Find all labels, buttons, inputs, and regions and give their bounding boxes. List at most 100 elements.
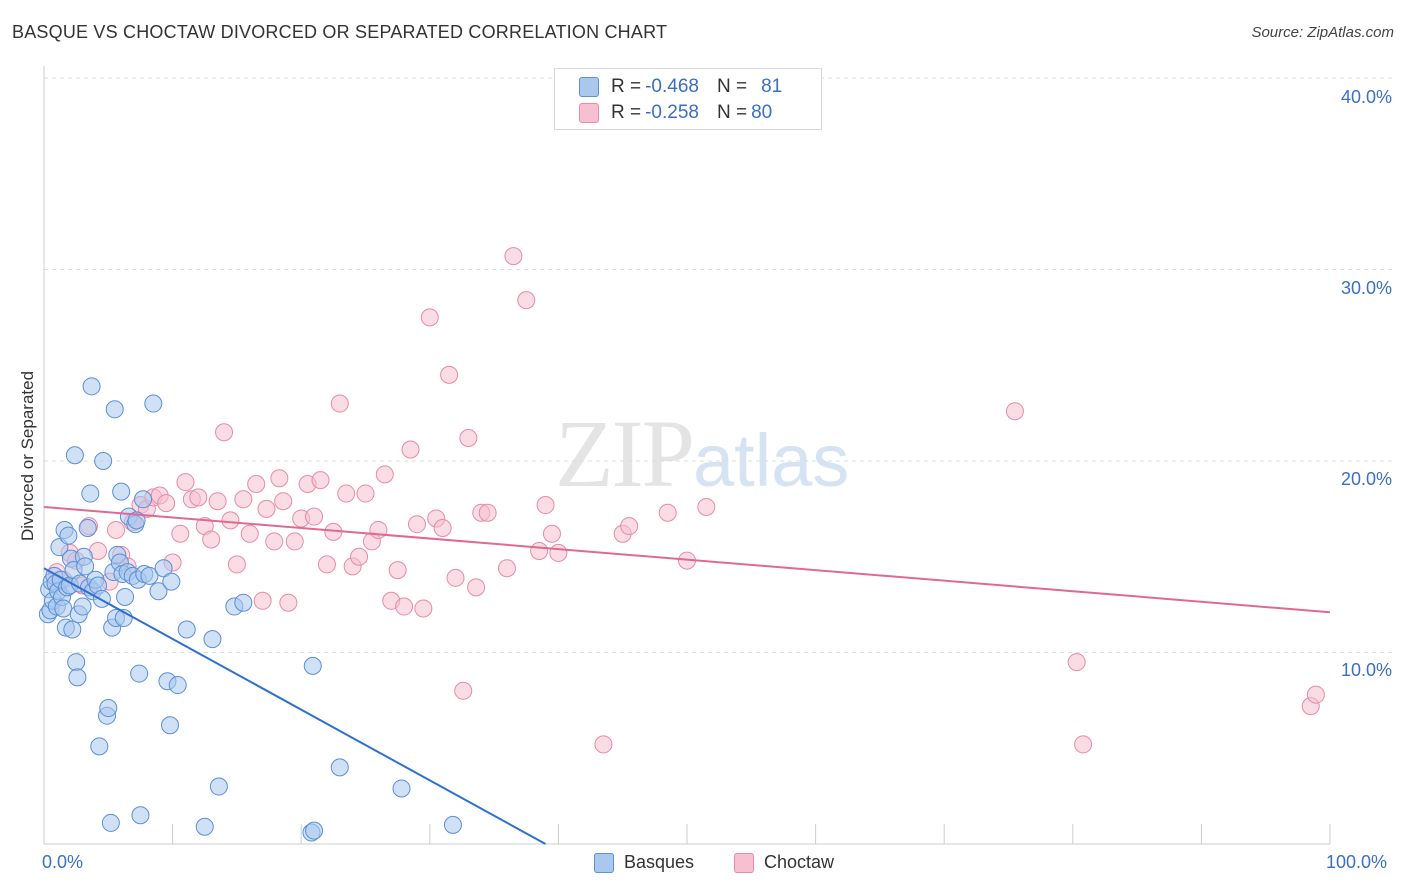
choctaw-point-25 <box>215 423 234 442</box>
choctaw-point-29 <box>240 524 259 543</box>
basque-point-44 <box>105 400 124 419</box>
choctaw-point-81 <box>1005 402 1024 421</box>
choctaw-point-47 <box>350 547 369 566</box>
legend-item-basques[interactable]: Basques <box>594 852 694 873</box>
choctaw-point-32 <box>257 499 276 518</box>
choctaw-point-64 <box>459 429 478 448</box>
choctaw-point-67 <box>478 503 497 522</box>
y-axis-title: Divorced or Separated <box>18 370 37 542</box>
basque-point-28 <box>76 557 95 576</box>
choctaw-legend-swatch <box>734 852 754 873</box>
choctaw-point-16 <box>157 494 176 513</box>
trend-lines <box>43 505 1331 845</box>
choctaw-point-70 <box>517 291 536 310</box>
choctaw-point-30 <box>247 474 266 493</box>
choctaw-point-8 <box>107 520 126 539</box>
choctaw-point-71 <box>530 542 549 561</box>
basque-point-79 <box>330 758 349 777</box>
choctaw-point-78 <box>658 503 677 522</box>
legend-item-choctaw[interactable]: Choctaw <box>734 852 834 873</box>
basque-point-69 <box>168 676 187 695</box>
x-tick-label-max: 100.0% <box>1326 852 1388 872</box>
basque-point-64 <box>149 582 168 601</box>
correlation-legend: R = -0.468 N = 81 R = -0.258 N = 80 <box>554 68 822 130</box>
basque-point-71 <box>195 817 214 836</box>
watermark-zip: ZIP <box>555 400 695 507</box>
choctaw-point-60 <box>433 519 452 538</box>
basque-point-48 <box>112 482 131 501</box>
basque-trend-line <box>43 567 547 845</box>
choctaw-point-33 <box>265 532 284 551</box>
choctaw-n-label: N = <box>716 102 748 123</box>
axes <box>43 66 1331 845</box>
basques-legend-swatch <box>594 852 614 873</box>
basque-point-68 <box>162 572 181 591</box>
choctaw-point-35 <box>274 492 293 511</box>
basque-point-75 <box>234 593 253 612</box>
choctaw-point-45 <box>337 484 356 503</box>
choctaw-point-74 <box>549 543 568 562</box>
basques-r-value: -0.468 <box>645 76 699 97</box>
choctaw-point-63 <box>454 681 473 700</box>
basque-point-51 <box>116 587 135 606</box>
legend-row-basques: R = -0.468 N = 81 <box>579 75 782 99</box>
basque-point-29 <box>78 519 97 538</box>
choctaw-legend-label: Choctaw <box>764 852 835 872</box>
basque-point-78 <box>303 656 322 675</box>
choctaw-point-68 <box>497 559 516 578</box>
basque-point-16 <box>59 526 78 545</box>
choctaw-point-26 <box>221 511 240 530</box>
choctaw-point-85 <box>1306 685 1325 704</box>
choctaw-point-41 <box>311 471 330 490</box>
choctaw-point-83 <box>1074 735 1093 754</box>
basque-point-81 <box>443 815 462 834</box>
series-legend: Basques Choctaw <box>0 852 1406 878</box>
basque-point-40 <box>99 699 118 718</box>
basque-point-60 <box>134 490 153 509</box>
choctaw-point-80 <box>697 497 716 516</box>
basque-point-38 <box>94 452 113 470</box>
basques-legend-label: Basques <box>624 852 695 872</box>
choctaw-point-72 <box>536 496 555 515</box>
basque-point-58 <box>130 664 149 683</box>
basque-point-62 <box>140 566 159 585</box>
basque-point-12 <box>54 599 73 618</box>
basque-point-77 <box>305 821 324 840</box>
choctaw-point-42 <box>317 555 336 574</box>
basque-point-72 <box>203 630 222 649</box>
choctaw-point-57 <box>414 599 433 618</box>
basques-n-value: 81 <box>761 76 783 97</box>
y-tick-label-40: 40.0% <box>1340 87 1392 107</box>
choctaw-point-65 <box>467 578 486 597</box>
legend-row-choctaw: R = -0.258 N = 80 <box>579 101 772 125</box>
choctaw-r-label: R = <box>611 102 642 123</box>
choctaw-point-69 <box>504 247 523 266</box>
chart-title: BASQUE VS CHOCTAW DIVORCED OR SEPARATED … <box>12 22 668 42</box>
choctaw-point-19 <box>176 473 195 492</box>
choctaw-point-54 <box>395 597 414 616</box>
choctaw-point-21 <box>189 488 208 507</box>
choctaw-trend-line <box>43 505 1331 614</box>
choctaw-point-18 <box>171 524 190 543</box>
basque-point-26 <box>73 597 92 616</box>
basque-point-37 <box>92 589 111 608</box>
basque-point-21 <box>65 446 84 465</box>
choctaw-point-34 <box>270 469 289 488</box>
y-tick-label-20: 20.0% <box>1340 469 1392 489</box>
choctaw-point-31 <box>253 591 272 610</box>
basques-swatch <box>579 77 599 97</box>
basques-n-label: N = <box>716 76 748 97</box>
choctaw-n-value: 80 <box>751 102 773 123</box>
choctaw-point-36 <box>279 593 298 612</box>
choctaw-point-44 <box>330 394 349 413</box>
choctaw-point-55 <box>401 440 420 459</box>
choctaw-point-50 <box>369 520 388 539</box>
choctaw-point-37 <box>285 532 304 551</box>
basque-point-63 <box>144 394 163 413</box>
x-tick-label-min: 0.0% <box>42 852 84 872</box>
y-tick-label-10: 10.0% <box>1340 660 1392 680</box>
choctaw-point-58 <box>420 308 439 327</box>
basque-point-41 <box>101 813 120 832</box>
choctaw-point-62 <box>446 568 465 587</box>
